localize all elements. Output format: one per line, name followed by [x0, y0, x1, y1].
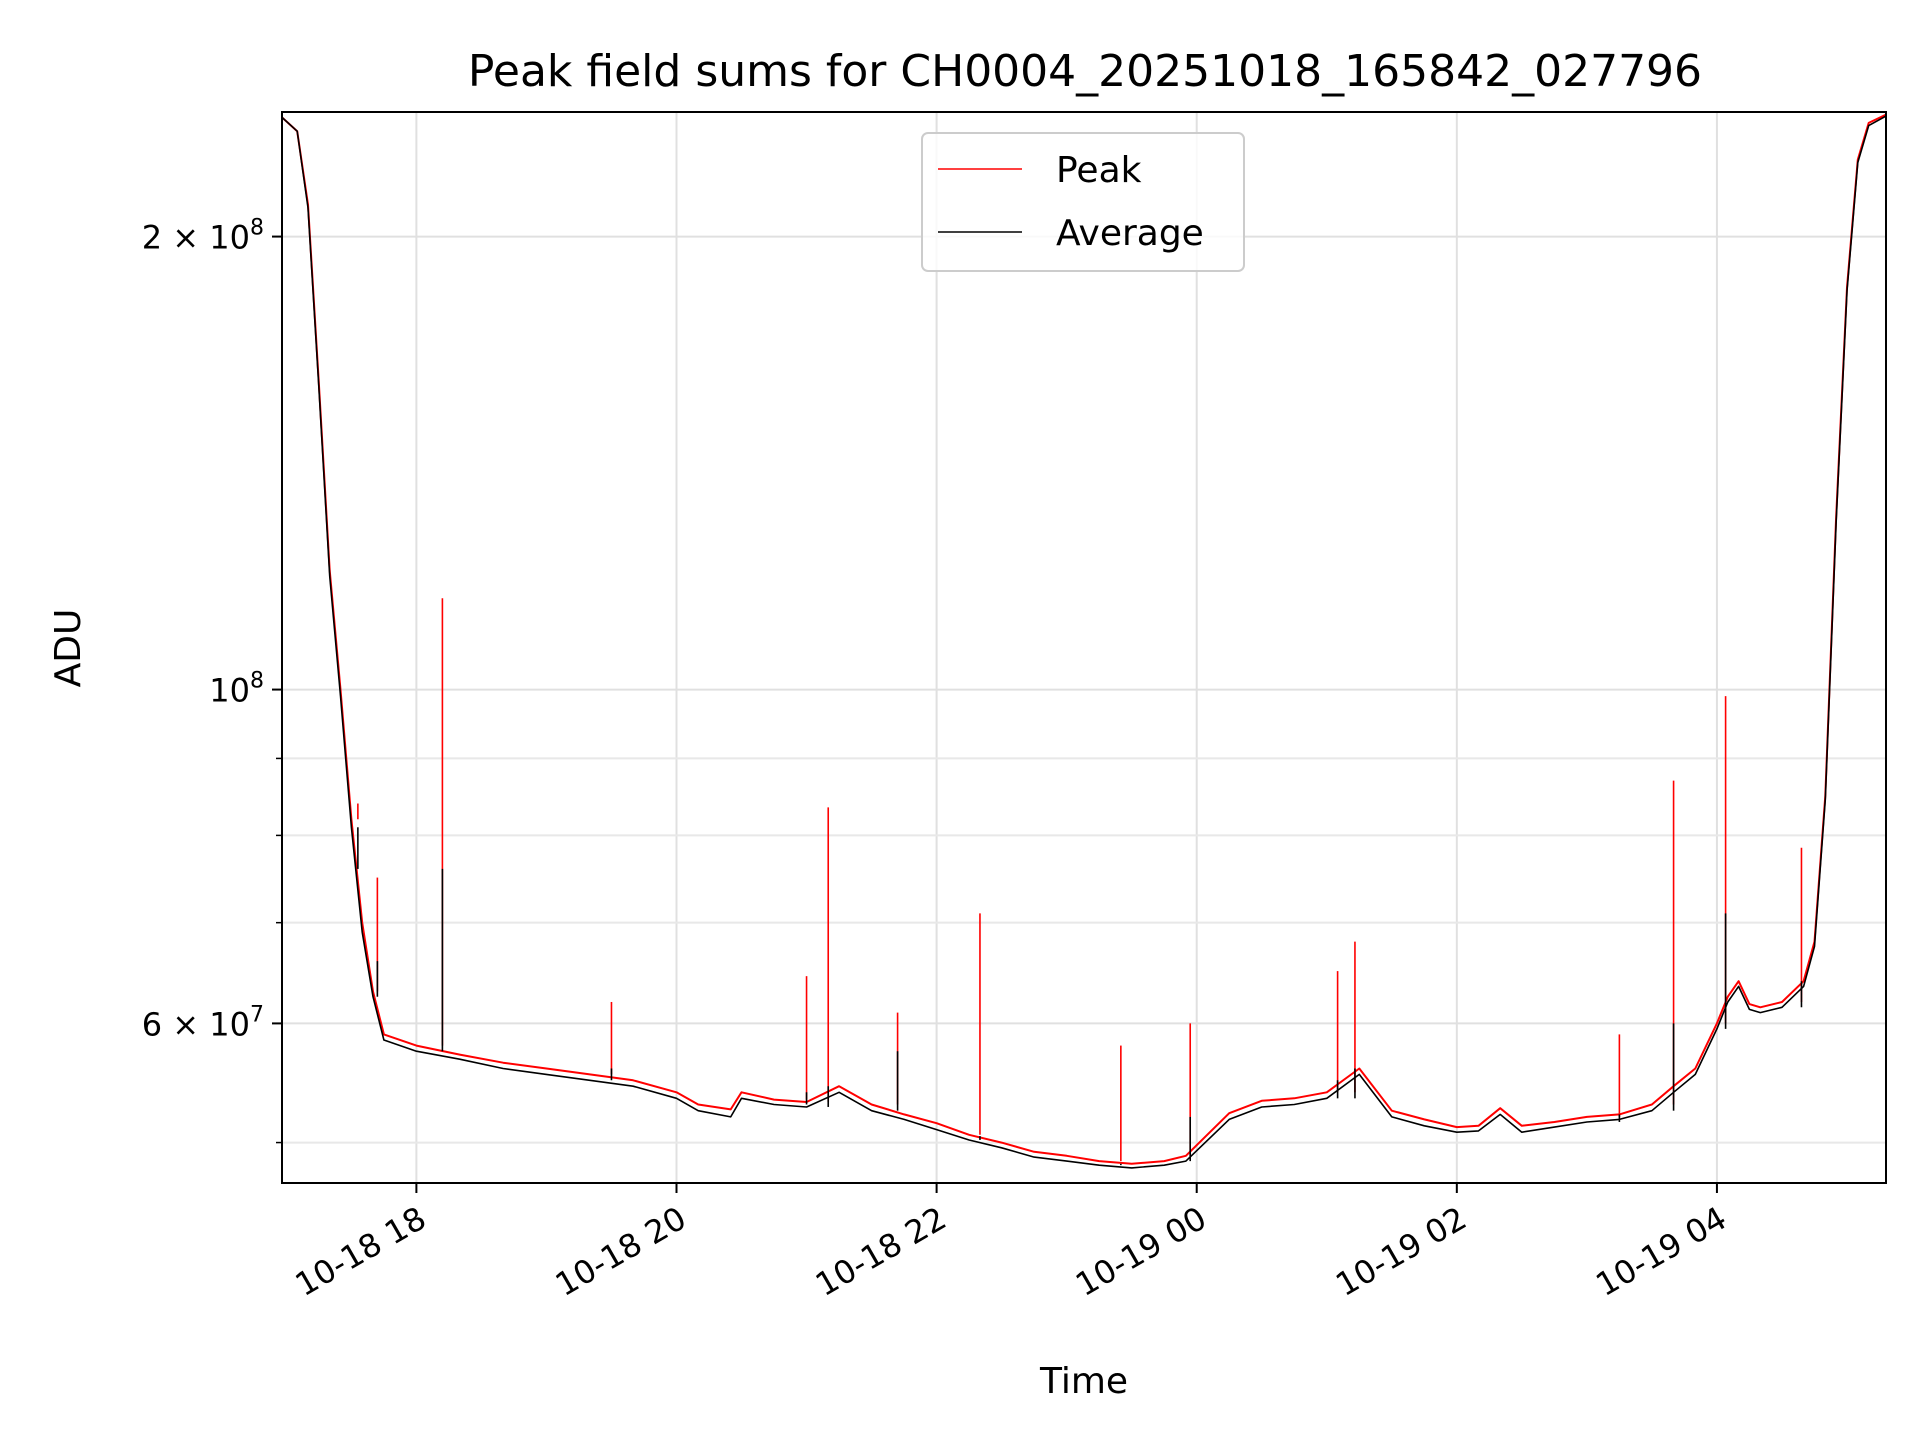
- y-tick-label: 6 × 107: [142, 1002, 264, 1043]
- x-axis-label: Time: [1039, 1361, 1128, 1402]
- series-line-average: [282, 115, 1886, 1169]
- y-tick-mantissa: 6 × 10: [142, 1005, 250, 1043]
- gridlines: [282, 112, 1886, 1183]
- y-tick-label: 2 × 108: [142, 216, 264, 257]
- plot-frame: [281, 111, 1887, 1184]
- series-line-peak: [282, 113, 1886, 1165]
- y-tick-label: 108: [209, 669, 264, 710]
- y-tick-exponent: 8: [250, 216, 264, 241]
- y-tick-mantissa: 2 × 10: [142, 219, 250, 257]
- series-group: [282, 113, 1886, 1169]
- legend-label-average: Average: [1056, 213, 1204, 254]
- chart-title: Peak field sums for CH0004_20251018_1658…: [468, 46, 1702, 97]
- legend: Peak Average: [921, 132, 1245, 272]
- legend-label-peak: Peak: [1056, 150, 1142, 191]
- y-tick-exponent: 8: [250, 669, 264, 694]
- y-tick-mantissa: 10: [209, 672, 250, 710]
- y-axis-label: ADU: [48, 609, 89, 688]
- y-tick-exponent: 7: [250, 1002, 264, 1027]
- legend-box: [921, 132, 1245, 272]
